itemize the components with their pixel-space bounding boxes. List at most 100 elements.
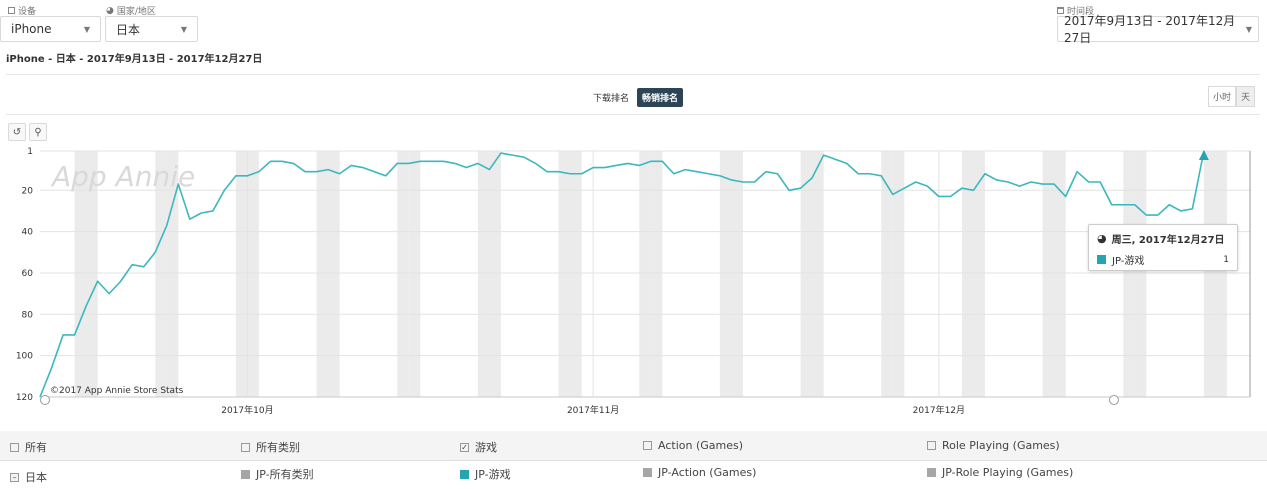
legend-all-categories-checkbox[interactable]: 所有类别 bbox=[241, 439, 300, 455]
series-swatch bbox=[460, 469, 469, 479]
country-label-text: 国家/地区 bbox=[116, 7, 156, 17]
legend-label: JP-Action (Games) bbox=[658, 466, 757, 479]
device-label: 设备 bbox=[8, 4, 36, 17]
weekend-band bbox=[892, 151, 905, 397]
y-tick-label: 120 bbox=[16, 393, 33, 403]
x-tick-label: 2017年11月 bbox=[567, 404, 619, 416]
legend-label: JP-所有类别 bbox=[256, 468, 314, 481]
legend-label: 游戏 bbox=[475, 441, 497, 454]
weekend-band bbox=[477, 151, 490, 397]
tooltip-series-swatch bbox=[1097, 255, 1106, 264]
country-label: ◕ 国家/地区 bbox=[106, 4, 156, 18]
y-tick-label: 60 bbox=[22, 269, 34, 279]
country-select[interactable]: 日本 ▼ bbox=[105, 16, 198, 42]
legend-label: Role Playing (Games) bbox=[942, 439, 1060, 452]
watermark: App Annie bbox=[50, 160, 195, 193]
y-tick-label: 80 bbox=[22, 310, 34, 320]
checkbox-icon bbox=[643, 441, 652, 450]
chevron-down-icon: ▼ bbox=[1245, 24, 1252, 34]
weekend-band bbox=[328, 151, 340, 397]
checkbox-icon bbox=[927, 441, 936, 450]
zoom-icon: ⚲ bbox=[34, 126, 42, 138]
zoom-button[interactable]: ⚲ bbox=[29, 123, 47, 141]
device-select-value: iPhone bbox=[11, 22, 52, 36]
tooltip-date: 周三, 2017年12月27日 bbox=[1111, 235, 1225, 246]
legend-action-games-checkbox[interactable]: Action (Games) bbox=[643, 439, 743, 452]
legend-series-jp-role-playing[interactable]: JP-Role Playing (Games) bbox=[927, 466, 1073, 479]
globe-icon: ◕ bbox=[106, 5, 114, 16]
unit-toggle: 小时 天 bbox=[1208, 86, 1256, 107]
device-icon bbox=[8, 7, 15, 14]
weekend-band bbox=[247, 151, 259, 397]
legend-role-playing-checkbox[interactable]: Role Playing (Games) bbox=[927, 439, 1060, 452]
chart-tooltip: ◕ 周三, 2017年12月27日 JP-游戏 1 bbox=[1088, 224, 1238, 271]
series-swatch bbox=[643, 468, 652, 477]
unit-day-button[interactable]: 天 bbox=[1236, 86, 1256, 107]
chevron-down-icon: ▼ bbox=[180, 24, 187, 34]
series-swatch bbox=[241, 469, 250, 479]
x-tick-label: 2017年12月 bbox=[913, 404, 965, 416]
series-line-jp-games bbox=[39, 150, 1205, 398]
device-label-text: 设备 bbox=[18, 7, 37, 17]
tooltip-value: 1 bbox=[1223, 254, 1229, 265]
weekend-band bbox=[166, 151, 179, 397]
collapse-icon: – bbox=[10, 472, 19, 482]
legend-series-jp-all[interactable]: JP-所有类别 bbox=[241, 466, 314, 482]
chevron-down-icon: ▼ bbox=[83, 24, 90, 34]
period-select[interactable]: 2017年9月13日 - 2017年12月27日 ▼ bbox=[1057, 14, 1259, 45]
legend-series-jp-action[interactable]: JP-Action (Games) bbox=[643, 466, 756, 479]
weekend-band bbox=[800, 151, 813, 397]
reset-zoom-button[interactable]: ↺ bbox=[8, 123, 26, 141]
weekend-band bbox=[1203, 151, 1216, 397]
range-handle-left[interactable] bbox=[40, 395, 50, 405]
legend-label: 所有 bbox=[25, 441, 47, 454]
legend-label: 日本 bbox=[25, 471, 47, 484]
country-select-value: 日本 bbox=[116, 22, 141, 37]
globe-icon: ◕ bbox=[1097, 232, 1107, 245]
period-label: 时间段 bbox=[1057, 4, 1094, 17]
x-tick-label: 2017年10月 bbox=[221, 404, 273, 416]
checkbox-icon bbox=[10, 442, 19, 452]
legend-divider bbox=[0, 460, 1267, 461]
weekend-band bbox=[1134, 151, 1147, 397]
weekend-band bbox=[731, 151, 743, 397]
y-tick-label: 20 bbox=[22, 186, 34, 196]
period-label-text: 时间段 bbox=[1067, 7, 1095, 17]
rank-toggle: 下载排名 畅销排名 bbox=[588, 88, 684, 107]
chart-subtitle: iPhone - 日本 - 2017年9月13日 - 2017年12月27日 bbox=[6, 54, 263, 65]
calendar-icon bbox=[1057, 7, 1064, 14]
y-tick-label: 1 bbox=[27, 147, 33, 157]
tab-downloads-rank[interactable]: 下载排名 bbox=[593, 94, 630, 104]
weekend-band bbox=[812, 151, 824, 397]
y-tick-label: 40 bbox=[22, 228, 34, 238]
weekend-band bbox=[639, 151, 651, 397]
weekend-band bbox=[570, 151, 582, 397]
legend-label: 所有类别 bbox=[256, 441, 300, 454]
legend-all-checkbox[interactable]: 所有 bbox=[10, 439, 47, 455]
weekend-band bbox=[155, 151, 167, 397]
device-select[interactable]: iPhone ▼ bbox=[0, 16, 101, 42]
tab-grossing-rank[interactable]: 畅销排名 bbox=[637, 88, 684, 107]
range-handle-right[interactable] bbox=[1109, 395, 1119, 405]
series-swatch bbox=[927, 468, 936, 477]
copyright-text: ©2017 App Annie Store Stats bbox=[50, 386, 184, 396]
legend-series-jp-games[interactable]: JP-游戏 bbox=[460, 466, 511, 482]
x-axis-ticks: 2017年10月 2017年11月 2017年12月 bbox=[221, 151, 965, 416]
last-point-marker bbox=[1198, 150, 1209, 160]
weekend-band bbox=[235, 151, 248, 397]
weekend-band bbox=[489, 151, 501, 397]
legend-japan-row[interactable]: – 日本 bbox=[10, 469, 47, 485]
period-select-value: 2017年9月13日 - 2017年12月27日 bbox=[1064, 14, 1236, 45]
legend-games-checkbox[interactable]: ✓ 游戏 bbox=[460, 439, 497, 455]
series-lines bbox=[39, 150, 1209, 398]
unit-hour-button[interactable]: 小时 bbox=[1208, 86, 1237, 107]
weekend-band bbox=[74, 151, 87, 397]
weekend-bands bbox=[74, 151, 1227, 397]
tooltip-series-name: JP-游戏 bbox=[1112, 256, 1145, 267]
divider-top bbox=[6, 74, 1260, 75]
legend-header-row bbox=[0, 431, 1267, 460]
gridlines bbox=[40, 150, 1251, 398]
weekend-band bbox=[1123, 151, 1135, 397]
